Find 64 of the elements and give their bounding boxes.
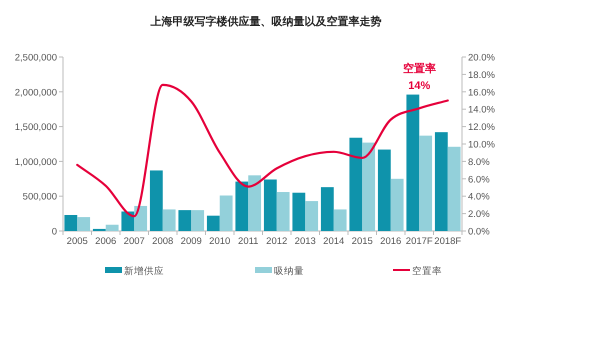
- bar: [77, 217, 90, 231]
- x-tick-label: 2017F: [406, 236, 433, 247]
- y-tick-label: 1,500,000: [14, 122, 57, 134]
- bar: [162, 209, 176, 231]
- bar: [305, 201, 318, 231]
- bar: [235, 182, 248, 231]
- legend-label: 新增供应: [124, 265, 164, 277]
- bar: [64, 214, 78, 231]
- bar: [448, 146, 461, 231]
- legend-label: 吸纳量: [274, 265, 304, 277]
- y2-tick-label: 18.0%: [468, 70, 496, 81]
- bar: [334, 209, 347, 231]
- bar: [434, 132, 448, 231]
- bar: [406, 94, 420, 231]
- bar: [134, 206, 148, 231]
- bar: [264, 179, 277, 231]
- x-tick-label: 2005: [66, 236, 88, 247]
- bar: [121, 212, 134, 231]
- x-tick-label: 2009: [180, 236, 202, 247]
- bar: [378, 150, 391, 231]
- bar: [419, 136, 432, 231]
- y-tick-label: 1,000,000: [14, 156, 57, 168]
- x-tick-label: 2013: [294, 236, 316, 247]
- annotation: 空置率: [402, 62, 436, 75]
- y2-tick-label: 20.0%: [468, 52, 496, 64]
- y-tick-label: 500,000: [22, 192, 57, 203]
- bar: [292, 192, 306, 231]
- bar: [362, 142, 376, 231]
- bar: [220, 196, 233, 231]
- bar: [191, 210, 204, 231]
- legend-label: 空置率: [412, 265, 442, 277]
- y2-tick-label: 6.0%: [468, 174, 490, 186]
- y-tick-label: 0: [52, 226, 57, 238]
- x-tick-label: 2008: [152, 236, 174, 247]
- y2-tick-label: 12.0%: [468, 122, 496, 134]
- chart-title: 上海甲级写字楼供应量、吸纳量以及空置率走势: [150, 15, 382, 28]
- x-tick-label: 2014: [323, 236, 344, 247]
- y2-tick-label: 14.0%: [468, 104, 496, 116]
- y2-tick-label: 16.0%: [468, 87, 496, 98]
- annotation: 14%: [408, 80, 430, 92]
- bar: [248, 175, 262, 231]
- x-tick-label: 2006: [95, 236, 116, 247]
- y-tick-label: 2,000,000: [14, 87, 57, 98]
- x-tick-label: 2012: [266, 236, 288, 247]
- y2-tick-label: 8.0%: [468, 156, 490, 168]
- bar: [390, 178, 404, 231]
- x-tick-label: 2018F: [434, 236, 462, 247]
- x-tick-label: 2007: [124, 236, 145, 247]
- y-tick-label: 2,500,000: [14, 52, 57, 64]
- y2-tick-label: 4.0%: [468, 192, 490, 203]
- bar: [178, 210, 192, 231]
- x-tick-label: 2010: [209, 236, 230, 247]
- bar: [150, 170, 163, 231]
- y2-tick-label: 2.0%: [468, 209, 490, 220]
- bar: [320, 187, 334, 231]
- y2-tick-label: 10.0%: [468, 140, 496, 150]
- x-tick-label: 2015: [352, 236, 373, 247]
- bar: [206, 216, 220, 231]
- x-tick-label: 2011: [238, 236, 258, 247]
- y2-tick-label: 0.0%: [468, 226, 490, 238]
- x-tick-label: 2016: [380, 236, 402, 247]
- bar: [276, 192, 290, 231]
- bar: [349, 138, 362, 231]
- bar: [106, 224, 119, 231]
